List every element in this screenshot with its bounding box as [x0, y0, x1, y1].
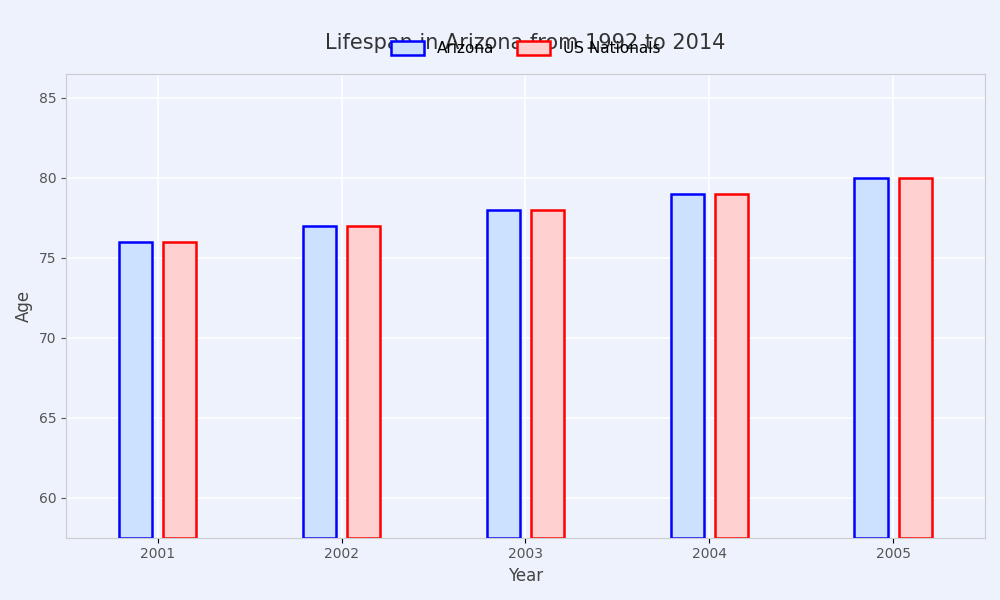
Bar: [671, 194, 704, 538]
Bar: [487, 210, 520, 538]
Y-axis label: Age: Age: [15, 290, 33, 322]
Bar: [303, 226, 336, 538]
Bar: [163, 242, 196, 538]
Bar: [531, 210, 564, 538]
Bar: [715, 194, 748, 538]
Bar: [119, 242, 152, 538]
X-axis label: Year: Year: [508, 567, 543, 585]
Title: Lifespan in Arizona from 1992 to 2014: Lifespan in Arizona from 1992 to 2014: [325, 33, 726, 53]
Bar: [854, 178, 888, 538]
Bar: [899, 178, 932, 538]
Bar: [347, 226, 380, 538]
Legend: Arizona, US Nationals: Arizona, US Nationals: [385, 35, 666, 62]
